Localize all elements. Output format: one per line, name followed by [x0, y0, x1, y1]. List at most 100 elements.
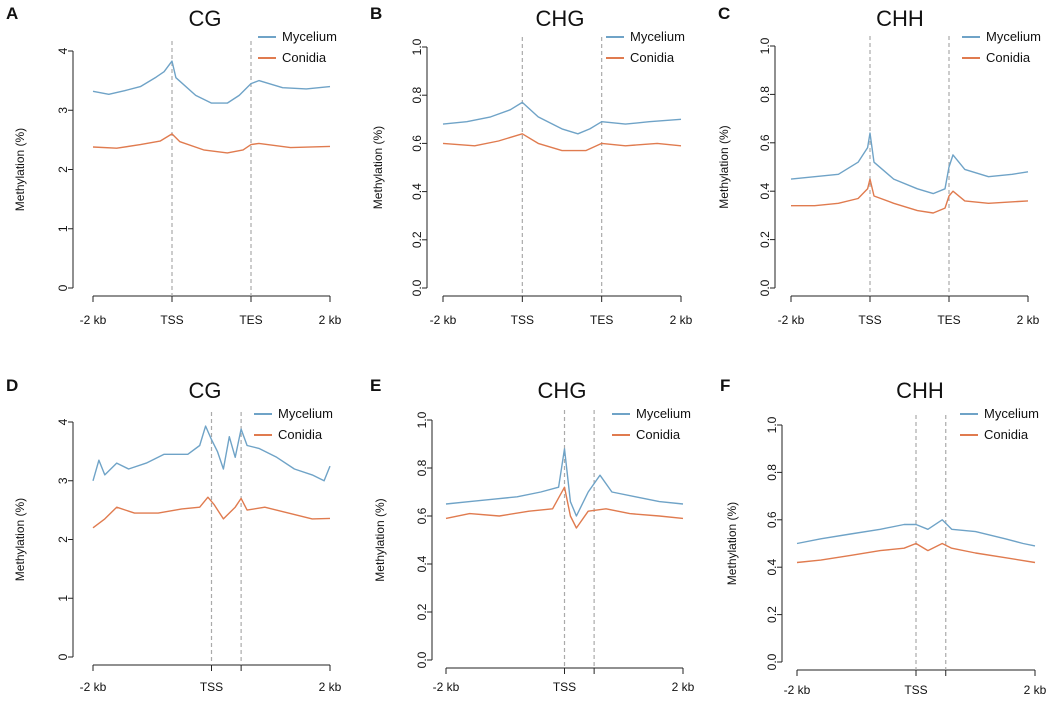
legend-label: Mycelium	[630, 29, 685, 44]
y-axis-label: Methylation (%)	[13, 498, 27, 581]
series-line-mycelium	[796, 519, 1036, 547]
y-tick-label: 3	[56, 477, 70, 484]
y-axis-label: Methylation (%)	[373, 498, 387, 581]
x-tick-label: TSS	[160, 313, 183, 327]
x-tick-label: -2 kb	[80, 313, 107, 327]
x-tick-label: 2 kb	[1017, 313, 1040, 327]
panel-c: C CHH Methylation (%) 0.0 0.2 0.4 0.6 0.8 1.0 -2 …	[717, 4, 1041, 327]
legend-label: Conidia	[984, 427, 1029, 442]
series-line-conidia	[92, 133, 331, 154]
x-tick-label: TSS	[858, 313, 881, 327]
y-tick-label: 0.4	[758, 183, 772, 200]
panel-title: CHG	[536, 6, 585, 31]
y-tick-label: 0.6	[765, 511, 779, 528]
x-tick-label: TSS	[553, 680, 576, 694]
y-tick-label: 2	[56, 536, 70, 543]
panel-letter: D	[6, 376, 18, 395]
y-tick-label: 1.0	[758, 37, 772, 54]
x-tick-label: TES	[937, 313, 960, 327]
x-tick-label: 2 kb	[1024, 683, 1047, 697]
panel-title: CHG	[538, 378, 587, 403]
panel-letter: F	[720, 376, 730, 395]
x-tick-label: -2 kb	[433, 680, 460, 694]
y-tick-label: 0.2	[410, 231, 424, 248]
legend-label: Mycelium	[636, 406, 691, 421]
y-axis-label: Methylation (%)	[725, 502, 739, 585]
x-tick-label: 2 kb	[670, 313, 693, 327]
x-tick-label: -2 kb	[80, 680, 107, 694]
y-axis-label: Methylation (%)	[717, 125, 731, 208]
y-tick-label: 0.2	[415, 603, 429, 620]
y-tick-label: 0.0	[758, 279, 772, 296]
x-tick-label: TSS	[904, 683, 927, 697]
y-tick-label: 1	[56, 225, 70, 232]
x-tick-label: -2 kb	[784, 683, 811, 697]
legend-label: Conidia	[986, 50, 1031, 65]
panel-title: CHH	[896, 378, 944, 403]
y-tick-label: 4	[56, 418, 70, 425]
panel-title: CG	[189, 6, 222, 31]
y-tick-label: 0.4	[415, 555, 429, 572]
y-tick-label: 0.4	[410, 183, 424, 200]
panel-f: F CHH Methylation (%) 0.0 0.2 0.4 0.6 0.8 1.0 -2 …	[720, 376, 1047, 697]
x-tick-label: TSS	[511, 313, 534, 327]
panel-letter: E	[370, 376, 381, 395]
x-tick-label: -2 kb	[430, 313, 457, 327]
y-tick-label: 0.6	[758, 134, 772, 151]
legend-label: Mycelium	[282, 29, 337, 44]
series-line-conidia	[442, 133, 682, 152]
y-tick-label: 4	[56, 47, 70, 54]
series-line-conidia	[92, 496, 331, 529]
series-line-mycelium	[442, 101, 682, 135]
panel-b: B CHG Methylation (%) 0.0 0.2 0.4 0.6 0.8 1.0 -2 …	[370, 4, 693, 327]
y-tick-label: 1.0	[410, 38, 424, 55]
y-tick-label: 0.6	[410, 135, 424, 152]
legend-label: Conidia	[278, 427, 323, 442]
x-tick-label: 2 kb	[672, 680, 695, 694]
legend-label: Conidia	[282, 50, 327, 65]
series-line-conidia	[791, 178, 1029, 214]
y-tick-label: 0.8	[410, 87, 424, 104]
x-tick-label: 2 kb	[319, 313, 342, 327]
y-tick-label: 0.0	[415, 651, 429, 668]
y-tick-label: 0	[56, 653, 70, 660]
panel-letter: A	[6, 4, 18, 23]
legend-label: Mycelium	[984, 406, 1039, 421]
x-tick-label: TSS	[200, 680, 223, 694]
x-tick-label: -2 kb	[778, 313, 805, 327]
y-tick-label: 1	[56, 595, 70, 602]
y-tick-label: 0.0	[765, 653, 779, 670]
panel-title: CG	[189, 378, 222, 403]
legend-label: Conidia	[636, 427, 681, 442]
y-tick-label: 2	[56, 166, 70, 173]
panel-title: CHH	[876, 6, 924, 31]
y-tick-label: 0.8	[765, 464, 779, 481]
panel-a: A CG Methylation (%) 0 1 2 3 4 -2 kb TSS TES 2 kb My…	[6, 4, 342, 327]
y-tick-label: 0.8	[415, 459, 429, 476]
panel-letter: C	[718, 4, 730, 23]
y-tick-label: 0.4	[765, 559, 779, 576]
panel-letter: B	[370, 4, 382, 23]
y-tick-label: 0.6	[415, 507, 429, 524]
x-tick-label: TES	[239, 313, 262, 327]
y-tick-label: 1.0	[415, 411, 429, 428]
panel-e: E CHG Methylation (%) 0.0 0.2 0.4 0.6 0.8 1.0 -2 …	[370, 376, 695, 694]
y-tick-label: 0	[56, 284, 70, 291]
y-tick-label: 0.8	[758, 86, 772, 103]
y-tick-label: 3	[56, 107, 70, 114]
x-tick-label: TES	[590, 313, 613, 327]
panel-d: D CG Methylation (%) 0 1 2 3 4 -2 kb TSS 2 kb Mycel…	[6, 376, 342, 694]
y-tick-label: 0.2	[765, 606, 779, 623]
legend-label: Conidia	[630, 50, 675, 65]
y-tick-label: 0.2	[758, 231, 772, 248]
series-line-mycelium	[790, 132, 1029, 195]
series-line-mycelium	[92, 60, 331, 104]
series-line-mycelium	[445, 448, 684, 517]
series-line-mycelium	[92, 425, 331, 482]
series-line-conidia	[796, 542, 1036, 564]
series-line-conidia	[445, 486, 684, 529]
y-axis-label: Methylation (%)	[13, 128, 27, 211]
legend-label: Mycelium	[986, 29, 1041, 44]
y-tick-label: 1.0	[765, 416, 779, 433]
